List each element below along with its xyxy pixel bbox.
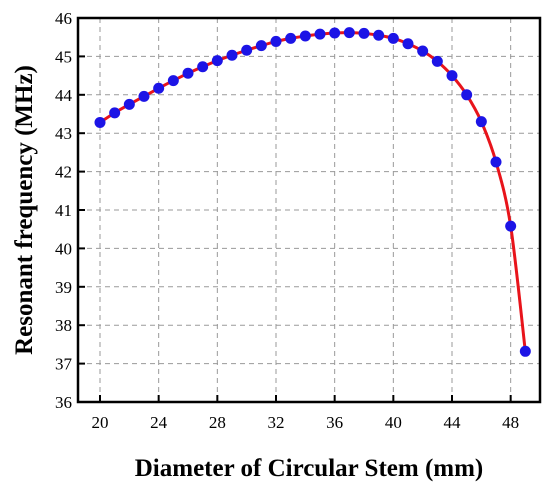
y-tick-label: 37 [55, 355, 73, 374]
data-point [417, 45, 429, 57]
y-tick-label: 44 [55, 86, 73, 105]
data-point [182, 67, 194, 79]
data-point [226, 49, 238, 61]
data-point [270, 35, 282, 47]
data-point [505, 220, 517, 232]
data-point [109, 107, 121, 119]
data-point [329, 27, 341, 39]
data-points [94, 27, 531, 357]
data-point [211, 55, 223, 67]
x-tick-label: 28 [209, 413, 226, 432]
x-tick-label: 44 [444, 413, 462, 432]
x-axis-title: Diameter of Circular Stem (mm) [135, 455, 484, 482]
data-point [94, 116, 106, 128]
y-tick-label: 45 [55, 47, 72, 66]
x-tick-label: 48 [502, 413, 519, 432]
data-point [314, 28, 326, 40]
data-point [299, 30, 311, 42]
data-point [255, 40, 267, 52]
data-point [402, 38, 414, 50]
data-point [167, 75, 179, 87]
y-tick-label: 46 [55, 9, 72, 28]
x-tick-label: 40 [385, 413, 402, 432]
data-point [519, 345, 531, 357]
data-point [343, 27, 355, 39]
data-point [373, 29, 385, 41]
y-tick-label: 40 [55, 239, 72, 258]
x-tick-labels: 20 24 28 32 36 40 44 48 [92, 413, 520, 432]
y-axis-title: Resonant frequency (MHz) [11, 65, 38, 355]
data-point [358, 27, 370, 39]
y-tick-label: 42 [55, 163, 72, 182]
data-point [241, 44, 253, 56]
y-tick-label: 41 [55, 201, 72, 220]
data-point [431, 55, 443, 67]
data-point [285, 32, 297, 44]
data-point [446, 70, 458, 82]
y-tick-label: 36 [55, 393, 72, 412]
x-tick-label: 20 [92, 413, 109, 432]
data-point [387, 32, 399, 44]
data-point [138, 90, 150, 102]
data-point [490, 156, 502, 168]
data-point [153, 82, 165, 94]
y-tick-label: 38 [55, 316, 72, 335]
axis-ticks [78, 17, 512, 403]
data-point [197, 61, 209, 73]
series-line [99, 31, 527, 352]
y-tick-label: 39 [55, 278, 72, 297]
x-tick-label: 24 [150, 413, 168, 432]
y-tick-labels: 36 37 38 39 40 41 42 43 44 45 46 [55, 9, 73, 412]
plot-frame [76, 16, 542, 404]
x-tick-label: 32 [268, 413, 285, 432]
data-point [461, 89, 473, 101]
grid-lines [78, 17, 540, 403]
y-tick-label: 43 [55, 124, 72, 143]
data-point [123, 98, 135, 110]
x-tick-label: 36 [326, 413, 343, 432]
data-point [475, 116, 487, 128]
